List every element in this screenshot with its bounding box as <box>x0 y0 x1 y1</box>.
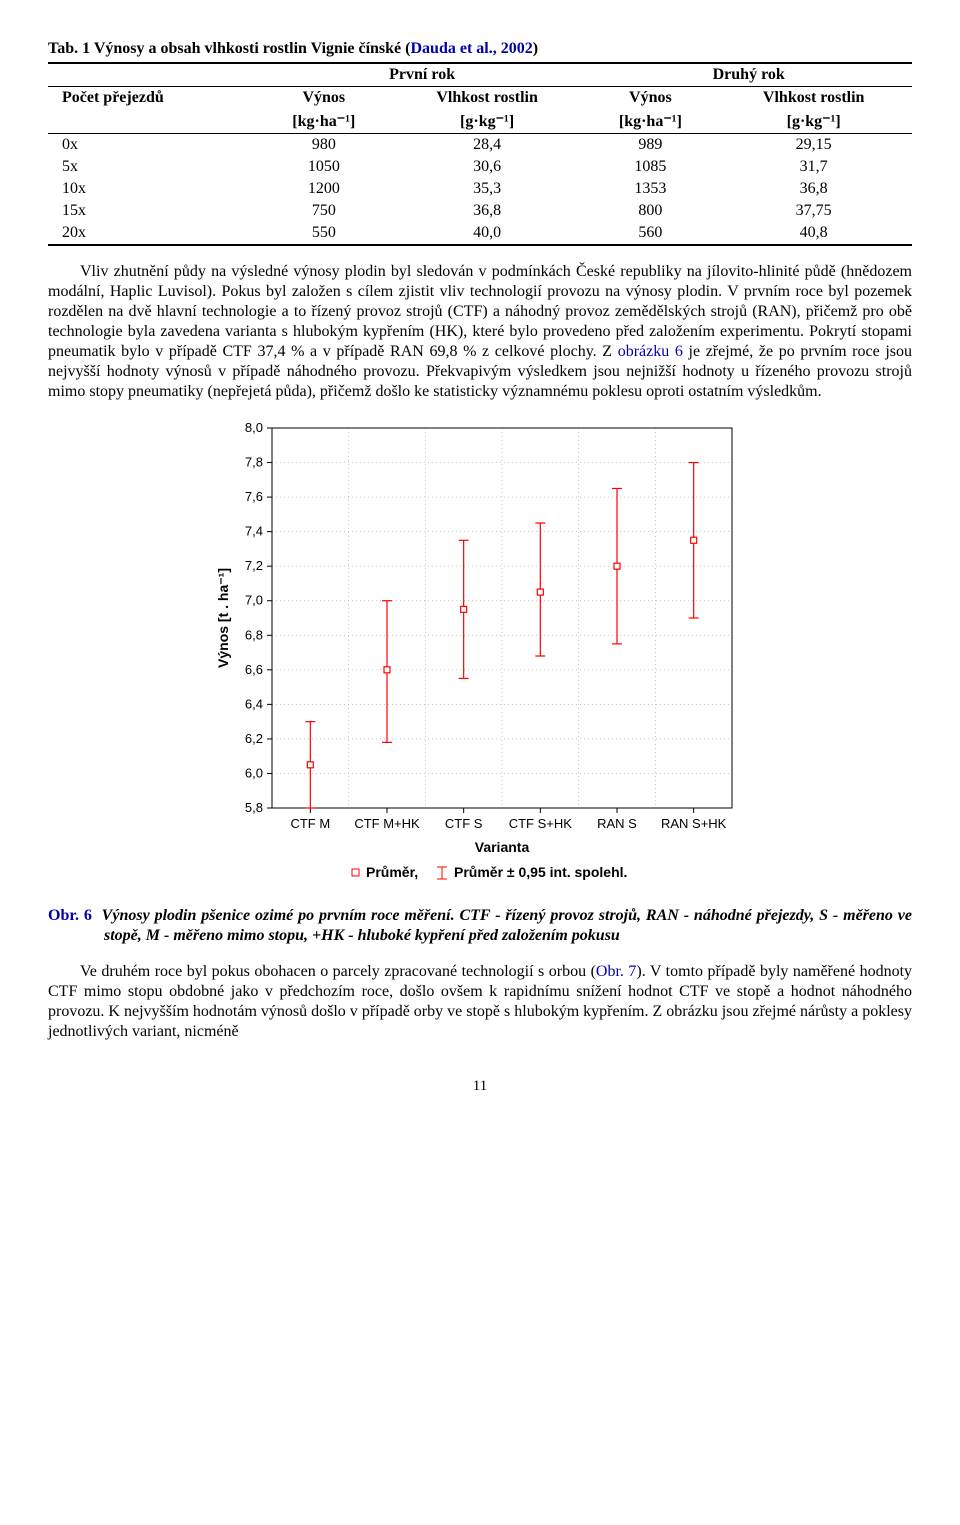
col-moist-2: Vlhkost rostlin <box>715 87 912 110</box>
svg-text:6,6: 6,6 <box>245 662 263 677</box>
col-moist-1: Vlhkost rostlin <box>389 87 586 110</box>
table-cell: 560 <box>585 222 715 245</box>
table-cell: 1085 <box>585 156 715 178</box>
table-cell: 36,8 <box>715 178 912 200</box>
svg-text:Průměr ± 0,95 int. spolehl.: Průměr ± 0,95 int. spolehl. <box>454 864 627 880</box>
svg-text:CTF S: CTF S <box>445 816 483 831</box>
table-cell: 15x <box>48 200 259 222</box>
table-cell: 750 <box>259 200 389 222</box>
col-moist-2-unit: [g·kg⁻¹] <box>715 109 912 134</box>
table-cell: 10x <box>48 178 259 200</box>
table-cell: 1353 <box>585 178 715 200</box>
figure-label: Obr. 6 <box>48 907 92 924</box>
data-table: První rok Druhý rok Počet přejezdů Výnos… <box>48 62 912 246</box>
col-yield-2: Výnos <box>585 87 715 110</box>
table-caption-text-b: ) <box>533 40 538 57</box>
table-rowlabel-header: Počet přejezdů <box>48 87 259 134</box>
table-caption-text-a: Výnosy a obsah vlhkosti rostlin Vignie č… <box>90 40 410 57</box>
paragraph-2: Ve druhém roce byl pokus obohacen o parc… <box>48 962 912 1042</box>
fig7-ref-link[interactable]: Obr. 7 <box>596 963 637 980</box>
table-cell: 0x <box>48 134 259 157</box>
svg-text:RAN S+HK: RAN S+HK <box>661 816 727 831</box>
fig6-ref-link[interactable]: obrázku 6 <box>618 343 683 360</box>
col-moist-1-unit: [g·kg⁻¹] <box>389 109 586 134</box>
svg-text:6,8: 6,8 <box>245 627 263 642</box>
table-cell: 1050 <box>259 156 389 178</box>
table-cell: 1200 <box>259 178 389 200</box>
svg-text:6,2: 6,2 <box>245 731 263 746</box>
error-bar-chart-svg: 5,8 6,0 6,2 6,4 6,6 6,8 7,0 7,2 7,4 7,6 7,8 8,0 Výno… <box>210 414 750 898</box>
svg-text:CTF S+HK: CTF S+HK <box>509 816 573 831</box>
svg-text:Výnos [t . ha⁻¹]: Výnos [t . ha⁻¹] <box>215 568 231 668</box>
table-cell: 36,8 <box>389 200 586 222</box>
table-cell: 800 <box>585 200 715 222</box>
citation-link[interactable]: Dauda et al., 2002 <box>410 40 532 57</box>
svg-text:RAN S: RAN S <box>597 816 637 831</box>
svg-text:Průměr,: Průměr, <box>366 864 418 880</box>
svg-text:7,0: 7,0 <box>245 593 263 608</box>
table-cell: 550 <box>259 222 389 245</box>
col-yield-1-unit: [kg·ha⁻¹] <box>259 109 389 134</box>
table-cell: 31,7 <box>715 156 912 178</box>
table-cell: 40,8 <box>715 222 912 245</box>
svg-text:7,2: 7,2 <box>245 558 263 573</box>
table-row: 20x55040,056040,8 <box>48 222 912 245</box>
table-cell: 37,75 <box>715 200 912 222</box>
table-cell: 20x <box>48 222 259 245</box>
chart-figure: 5,8 6,0 6,2 6,4 6,6 6,8 7,0 7,2 7,4 7,6 7,8 8,0 Výno… <box>48 414 912 898</box>
table-row: 5x105030,6108531,7 <box>48 156 912 178</box>
table-header-year1: První rok <box>259 63 586 87</box>
svg-text:7,4: 7,4 <box>245 524 263 539</box>
table-cell: 40,0 <box>389 222 586 245</box>
table-label: Tab. 1 <box>48 40 90 57</box>
table-cell: 980 <box>259 134 389 157</box>
svg-text:CTF M: CTF M <box>290 816 330 831</box>
svg-text:6,0: 6,0 <box>245 765 263 780</box>
svg-text:7,6: 7,6 <box>245 489 263 504</box>
table-row: 0x98028,498929,15 <box>48 134 912 157</box>
svg-text:6,4: 6,4 <box>245 696 263 711</box>
table-cell: 35,3 <box>389 178 586 200</box>
para2-a: Ve druhém roce byl pokus obohacen o parc… <box>80 963 596 980</box>
table-caption: Tab. 1 Výnosy a obsah vlhkosti rostlin V… <box>48 40 912 58</box>
table-cell: 5x <box>48 156 259 178</box>
paragraph-1: Vliv zhutnění půdy na výsledné výnosy pl… <box>48 262 912 402</box>
table-cell: 28,4 <box>389 134 586 157</box>
svg-text:7,8: 7,8 <box>245 455 263 470</box>
figure-caption-text: Výnosy plodin pšenice ozimé po prvním ro… <box>102 907 912 944</box>
svg-text:CTF M+HK: CTF M+HK <box>354 816 420 831</box>
svg-text:5,8: 5,8 <box>245 800 263 815</box>
col-yield-1: Výnos <box>259 87 389 110</box>
table-cell: 30,6 <box>389 156 586 178</box>
col-yield-2-unit: [kg·ha⁻¹] <box>585 109 715 134</box>
table-header-year2: Druhý rok <box>585 63 912 87</box>
figure-caption: Obr. 6 Výnosy plodin pšenice ozimé po pr… <box>48 906 912 946</box>
table-row: 15x75036,880037,75 <box>48 200 912 222</box>
table-cell: 29,15 <box>715 134 912 157</box>
table-cell: 989 <box>585 134 715 157</box>
table-row: 10x120035,3135336,8 <box>48 178 912 200</box>
svg-text:8,0: 8,0 <box>245 420 263 435</box>
svg-text:Varianta: Varianta <box>475 839 530 855</box>
page-number: 11 <box>48 1078 912 1095</box>
